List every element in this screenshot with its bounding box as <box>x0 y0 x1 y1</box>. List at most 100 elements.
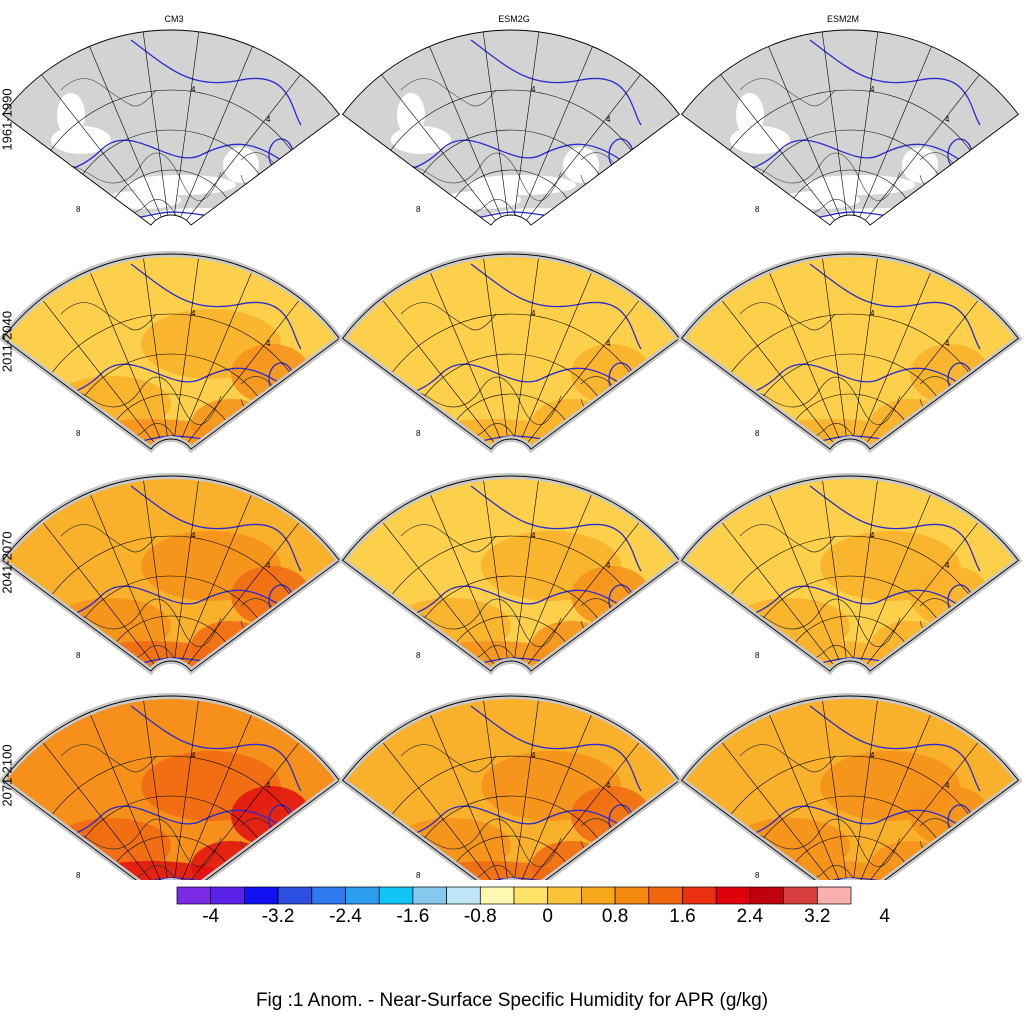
parallel <box>82 795 260 841</box>
colorbar-swatch <box>412 886 447 905</box>
water-patch <box>126 175 236 195</box>
row-label-1961-1990: 1961-1990 <box>0 88 15 151</box>
meridian <box>89 712 162 880</box>
map-outline <box>342 29 680 226</box>
meridian <box>41 740 156 880</box>
colorbar-swatch <box>581 886 616 905</box>
coastline <box>709 524 957 662</box>
map-outline <box>342 253 680 450</box>
meridian <box>429 46 502 218</box>
anomaly-region <box>231 344 311 404</box>
contour-label: 4 <box>266 115 271 124</box>
map-panel: 4 8 4 <box>338 473 684 676</box>
coastline <box>370 744 618 880</box>
map-panel: 4 8 4 <box>338 693 684 880</box>
meridian <box>859 712 932 880</box>
parallel <box>793 169 907 199</box>
contour-label: 8 <box>416 205 421 214</box>
anomaly-region <box>571 566 651 626</box>
contour-label: 8 <box>416 429 421 438</box>
colorbar-swatch <box>715 886 751 905</box>
contour-label: 4 <box>870 309 875 318</box>
contour-label: 4 <box>531 85 536 94</box>
anomaly-region <box>910 786 990 846</box>
water-patch <box>2 196 41 224</box>
meridian <box>482 255 508 440</box>
contour-label: 4 <box>945 781 950 790</box>
anomaly-region <box>910 566 990 626</box>
humidity-contour <box>809 485 981 572</box>
meridian <box>768 492 841 664</box>
meridian <box>859 270 932 442</box>
meridian <box>482 477 508 662</box>
colorbar-swatch <box>176 886 212 905</box>
meridian <box>859 46 932 218</box>
meridian <box>514 255 540 440</box>
coastline <box>709 78 957 216</box>
water-patch <box>805 175 915 195</box>
parallel <box>390 535 632 597</box>
colorbar-tick-label: -0.8 <box>463 906 497 927</box>
meridian <box>526 520 641 667</box>
meridian <box>859 492 932 664</box>
meridian <box>720 520 835 667</box>
contour-label: 4 <box>531 751 536 760</box>
meridian <box>482 697 508 880</box>
colorbar-swatch <box>749 886 784 905</box>
meridian <box>720 740 835 880</box>
map-outline <box>2 695 340 880</box>
meridian <box>514 31 540 216</box>
figure-caption: Fig :1 Anom. - Near-Surface Specific Hum… <box>255 990 769 1011</box>
contour-label: 4 <box>266 781 271 790</box>
meridian <box>89 492 162 664</box>
meridian <box>41 520 156 667</box>
map-outline <box>342 695 680 880</box>
map-outline <box>342 475 680 672</box>
parallel <box>729 89 971 151</box>
anomaly-region <box>571 344 651 404</box>
water-patch <box>563 147 599 183</box>
meridian <box>865 740 980 880</box>
meridian <box>514 477 540 662</box>
humidity-contour <box>470 485 642 572</box>
contour-label: 4 <box>191 309 196 318</box>
contour-label: 8 <box>76 651 81 660</box>
parallel <box>422 795 600 841</box>
contour-label: 8 <box>755 205 760 214</box>
colorbar-swatch <box>682 886 717 905</box>
water-patch <box>397 93 425 137</box>
contour-label: 4 <box>531 309 536 318</box>
water-patch <box>342 196 381 224</box>
parallel <box>50 313 292 375</box>
colorbar-swatch <box>378 886 414 905</box>
meridian <box>520 492 593 664</box>
water-patch <box>780 191 860 209</box>
colorbar-swatch <box>244 886 279 905</box>
contour-label: 8 <box>755 651 760 660</box>
parallel <box>761 795 939 841</box>
colorbar-tick-label: 2.4 <box>736 906 764 927</box>
colorbar-tick-label: 1.6 <box>669 906 696 927</box>
meridian <box>720 74 835 221</box>
contour-label: 4 <box>191 85 196 94</box>
meridian <box>180 46 253 218</box>
meridian <box>821 477 847 662</box>
water-patch <box>902 147 938 183</box>
coastline <box>30 524 278 662</box>
meridian <box>514 697 540 880</box>
map-panel: 4 8 4 <box>677 251 1023 454</box>
contour-label: 8 <box>76 871 81 880</box>
colorbar-tick-label: -3.2 <box>261 906 295 927</box>
meridian <box>174 697 200 880</box>
parallel <box>390 313 632 375</box>
meridian <box>865 74 980 221</box>
row-label-2071-2100: 2071-2100 <box>0 744 15 807</box>
negative-anomaly-region <box>681 431 726 447</box>
meridian <box>768 712 841 880</box>
humidity-contour <box>130 263 302 350</box>
parallel <box>761 575 939 621</box>
meridian <box>865 298 980 445</box>
parallel <box>422 353 600 399</box>
map-outline <box>681 475 1019 672</box>
meridian <box>520 712 593 880</box>
